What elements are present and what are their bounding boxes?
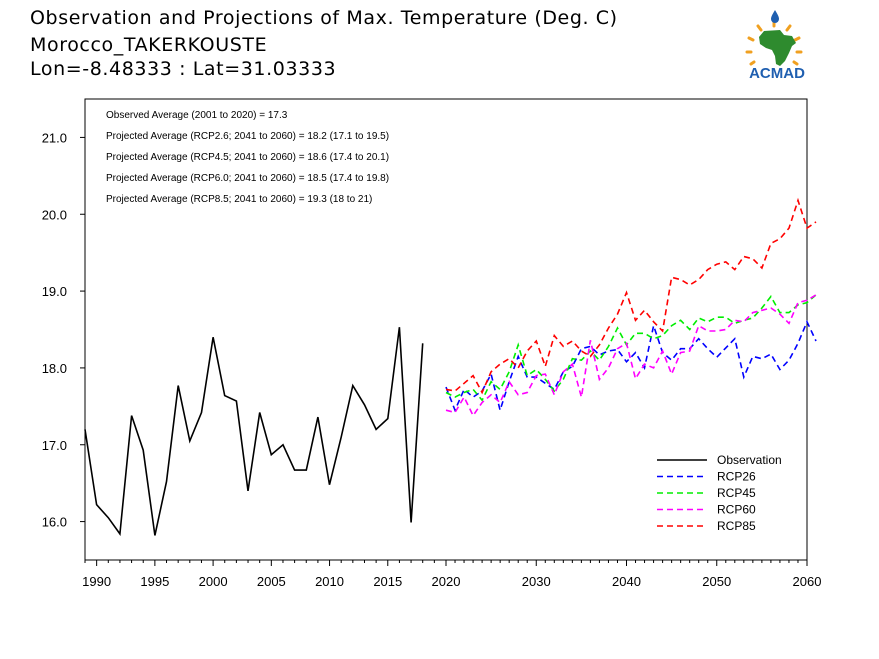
station-coordinates: Lon=-8.48333 : Lat=31.03333 <box>30 58 337 80</box>
x-tick-label: 1990 <box>82 574 111 589</box>
plot-frame <box>84 98 808 561</box>
chart-title: Observation and Projections of Max. Temp… <box>30 7 618 29</box>
x-tick-label: 2040 <box>612 574 641 589</box>
raindrop-icon <box>771 10 779 23</box>
annotation-text: Projected Average (RCP2.6; 2041 to 2060)… <box>106 131 389 142</box>
annotation-text: Observed Average (2001 to 2020) = 17.3 <box>106 110 288 121</box>
africa-map-icon <box>759 30 796 66</box>
x-tick-label: 2060 <box>793 574 822 589</box>
annotation-text: Projected Average (RCP6.0; 2041 to 2060)… <box>106 173 389 184</box>
legend-label: RCP45 <box>717 486 756 500</box>
legend-label: RCP26 <box>717 470 756 484</box>
y-tick-label: 21.0 <box>42 130 67 145</box>
x-tick-label: 1995 <box>140 574 169 589</box>
y-tick-label: 19.0 <box>42 284 67 299</box>
series-line-rcp85 <box>445 197 817 395</box>
x-tick-label: 2010 <box>315 574 344 589</box>
annotation-text: Projected Average (RCP8.5; 2041 to 2060)… <box>106 194 372 205</box>
x-tick-label: 2015 <box>373 574 402 589</box>
y-tick-label: 18.0 <box>42 361 67 376</box>
series-line-rcp60 <box>445 294 817 418</box>
annotation-text: Projected Average (RCP4.5; 2041 to 2060)… <box>106 152 389 163</box>
y-tick-label: 17.0 <box>42 438 67 453</box>
y-tick-label: 20.0 <box>42 207 67 222</box>
legend-label: RCP85 <box>717 519 756 533</box>
series-line-rcp26 <box>445 319 817 414</box>
acmad-logo: ACMAD <box>734 6 820 84</box>
series-line-observation <box>84 327 424 537</box>
logo-text: ACMAD <box>749 65 805 82</box>
x-tick-label: 2000 <box>199 574 228 589</box>
legend-label: Observation <box>717 453 782 467</box>
y-tick-label: 16.0 <box>42 515 67 530</box>
x-tick-label: 2005 <box>257 574 286 589</box>
legend-label: RCP60 <box>717 503 756 517</box>
station-name: Morocco_TAKERKOUSTE <box>30 34 268 56</box>
series-line-rcp45 <box>445 294 817 402</box>
x-tick-label: 2030 <box>522 574 551 589</box>
x-tick-label: 2050 <box>702 574 731 589</box>
x-tick-label: 2020 <box>432 574 461 589</box>
